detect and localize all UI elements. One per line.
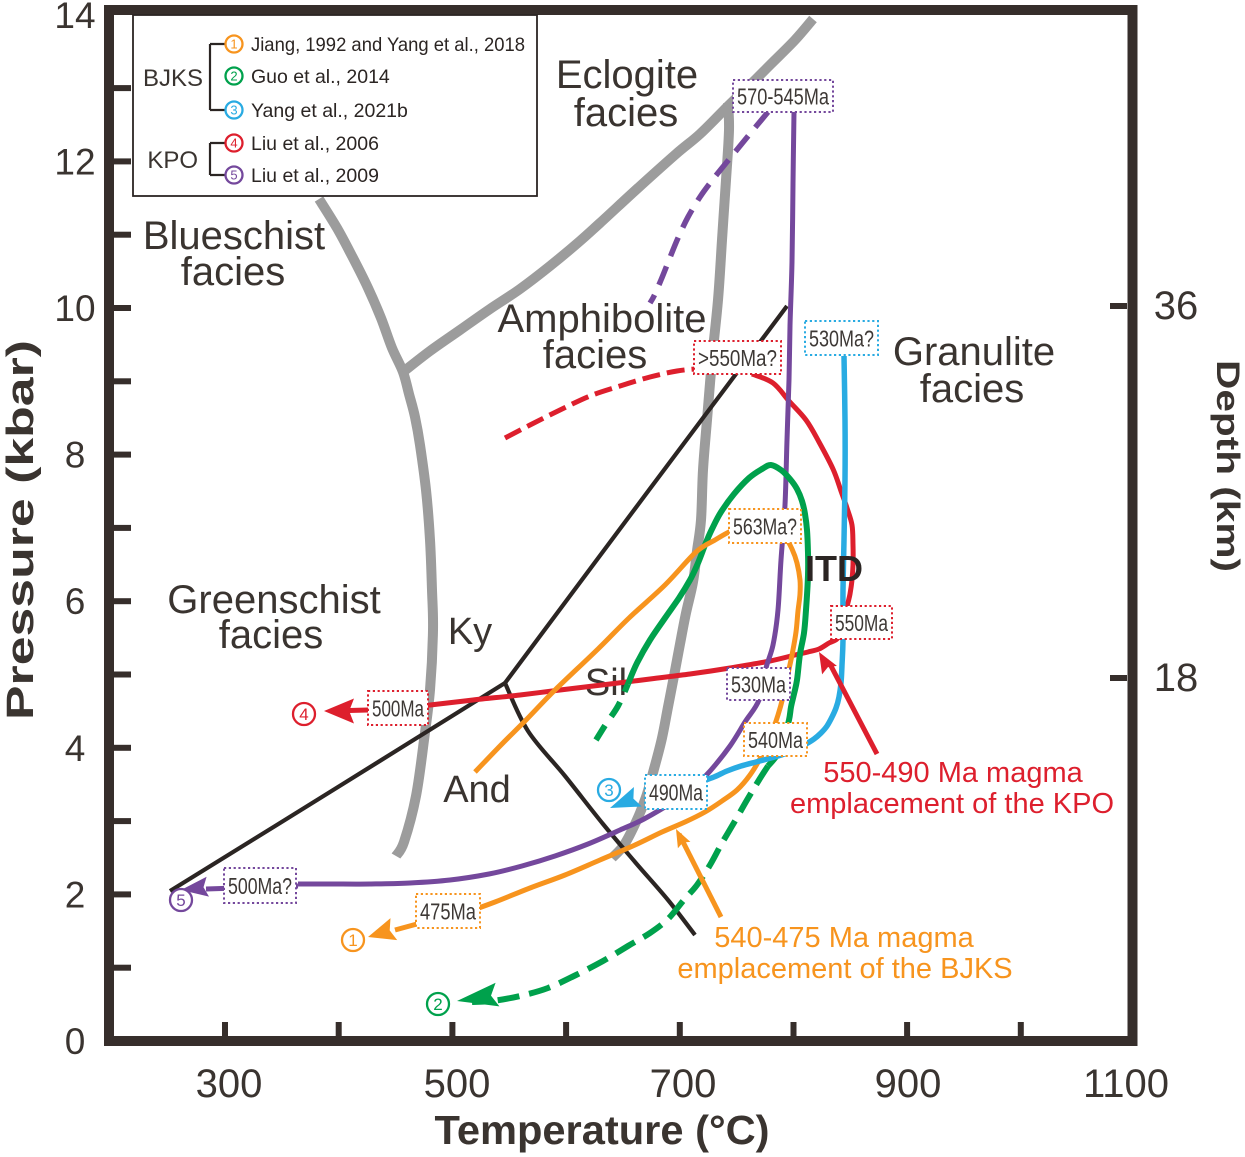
svg-text:5: 5 bbox=[230, 168, 237, 183]
svg-text:1100: 1100 bbox=[1083, 1062, 1169, 1106]
svg-text:540Ma: 540Ma bbox=[748, 727, 803, 753]
svg-text:BJKS: BJKS bbox=[143, 65, 203, 92]
svg-text:4: 4 bbox=[230, 136, 237, 151]
svg-text:563Ma?: 563Ma? bbox=[733, 513, 797, 539]
svg-text:Liu et al., 2009: Liu et al., 2009 bbox=[251, 165, 379, 187]
svg-text:Granulite: Granulite bbox=[893, 330, 1055, 374]
svg-text:4: 4 bbox=[65, 728, 86, 769]
svg-text:emplacement of the KPO: emplacement of the KPO bbox=[790, 788, 1114, 820]
svg-text:570-545Ma: 570-545Ma bbox=[737, 83, 829, 109]
svg-text:Ky: Ky bbox=[448, 611, 492, 653]
svg-text:530Ma: 530Ma bbox=[731, 671, 786, 697]
svg-text:8: 8 bbox=[65, 435, 86, 476]
svg-text:0: 0 bbox=[65, 1021, 86, 1062]
svg-text:500: 500 bbox=[424, 1062, 491, 1106]
svg-text:facies: facies bbox=[181, 250, 286, 294]
svg-text:6: 6 bbox=[65, 581, 86, 622]
svg-text:2: 2 bbox=[433, 995, 442, 1014]
svg-text:Temperature (°C): Temperature (°C) bbox=[435, 1107, 770, 1153]
svg-text:475Ma: 475Ma bbox=[420, 898, 476, 924]
svg-text:5: 5 bbox=[176, 891, 185, 910]
svg-text:490Ma: 490Ma bbox=[649, 779, 703, 805]
svg-text:900: 900 bbox=[875, 1062, 942, 1106]
svg-text:540-475 Ma magma: 540-475 Ma magma bbox=[714, 922, 974, 954]
svg-text:Yang et al., 2021b: Yang et al., 2021b bbox=[251, 100, 408, 122]
svg-text:>550Ma?: >550Ma? bbox=[698, 345, 777, 371]
svg-text:Jiang, 1992 and Yang et al., 2: Jiang, 1992 and Yang et al., 2018 bbox=[251, 34, 525, 56]
svg-text:Guo et al., 2014: Guo et al., 2014 bbox=[251, 66, 390, 88]
svg-text:1: 1 bbox=[230, 37, 237, 52]
svg-text:530Ma?: 530Ma? bbox=[809, 325, 874, 351]
svg-text:Eclogite: Eclogite bbox=[556, 53, 698, 97]
svg-text:14: 14 bbox=[54, 0, 95, 36]
svg-text:facies: facies bbox=[543, 333, 648, 377]
svg-text:facies: facies bbox=[574, 91, 679, 135]
svg-text:10: 10 bbox=[54, 288, 95, 329]
svg-text:Amphibolite: Amphibolite bbox=[497, 297, 706, 341]
svg-text:And: And bbox=[443, 769, 511, 811]
svg-text:Liu et al., 2006: Liu et al., 2006 bbox=[251, 133, 379, 155]
svg-text:Blueschist: Blueschist bbox=[143, 214, 325, 258]
svg-text:500Ma?: 500Ma? bbox=[228, 873, 292, 899]
svg-text:facies: facies bbox=[219, 613, 324, 657]
svg-text:4: 4 bbox=[299, 705, 308, 724]
svg-text:3: 3 bbox=[230, 103, 237, 118]
svg-text:550Ma: 550Ma bbox=[835, 610, 888, 636]
svg-text:2: 2 bbox=[230, 69, 237, 84]
svg-text:18: 18 bbox=[1154, 656, 1199, 700]
svg-text:2: 2 bbox=[65, 874, 86, 915]
svg-text:facies: facies bbox=[920, 367, 1025, 411]
svg-text:300: 300 bbox=[196, 1062, 263, 1106]
svg-text:KPO: KPO bbox=[147, 147, 198, 174]
svg-text:Depth (km): Depth (km) bbox=[1210, 360, 1245, 572]
svg-text:Greenschist: Greenschist bbox=[167, 578, 380, 622]
svg-text:Pressure (kbar): Pressure (kbar) bbox=[0, 340, 42, 720]
svg-text:550-490 Ma magma: 550-490 Ma magma bbox=[823, 757, 1083, 789]
svg-text:700: 700 bbox=[650, 1062, 717, 1106]
svg-text:emplacement of the BJKS: emplacement of the BJKS bbox=[677, 953, 1012, 985]
svg-text:ITD: ITD bbox=[805, 548, 863, 589]
svg-text:36: 36 bbox=[1154, 284, 1199, 328]
svg-text:500Ma: 500Ma bbox=[372, 695, 424, 721]
svg-text:1: 1 bbox=[348, 931, 357, 950]
svg-text:3: 3 bbox=[604, 781, 613, 800]
svg-text:12: 12 bbox=[54, 141, 95, 182]
